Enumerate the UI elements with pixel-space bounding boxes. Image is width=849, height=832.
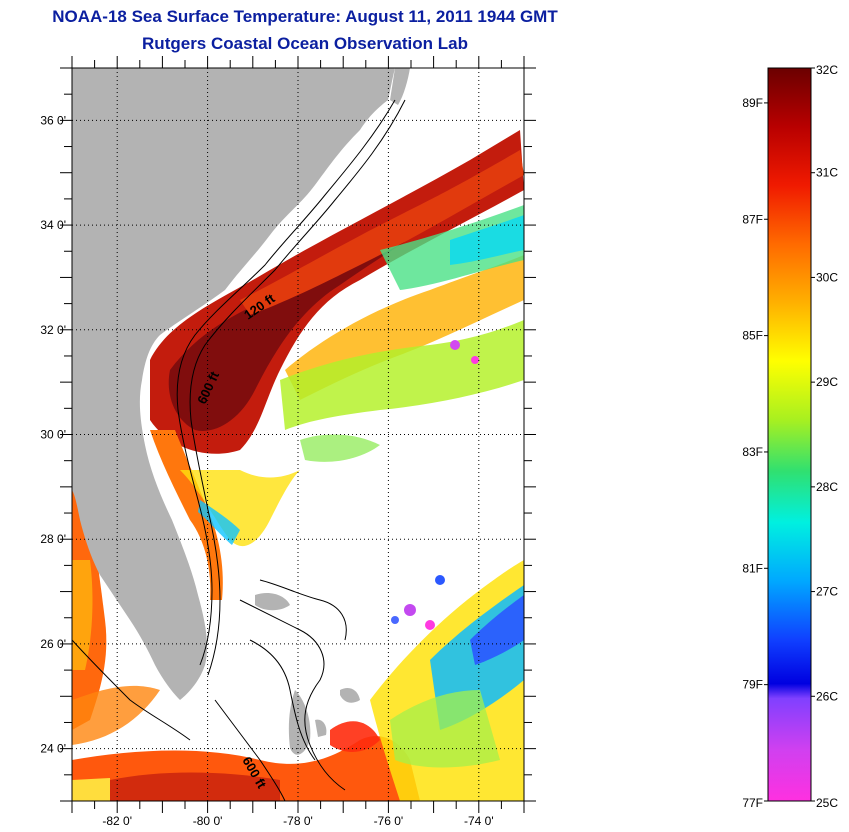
lat-label-0: 36 0' [40, 113, 66, 127]
longitude-labels: -82 0' -80 0' -78 0' -76 0' -74 0' [102, 814, 493, 828]
lat-label-2: 32 0' [40, 323, 66, 337]
colorbar-f-label-2: 85F [742, 329, 763, 343]
lon-label-3: -76 0' [374, 814, 404, 828]
colorbar-c-label-6: 26C [816, 689, 838, 703]
map-subtitle: Rutgers Coastal Ocean Observation Lab [142, 34, 468, 53]
map-frame [71, 67, 525, 802]
colorbar-c-label-4: 28C [816, 480, 838, 494]
lat-label-1: 34 0' [40, 218, 66, 232]
colorbar-c-label-7: 25C [816, 796, 838, 810]
grid-lines [72, 68, 524, 801]
colorbar-c-label-1: 31C [816, 166, 838, 180]
lon-label-2: -78 0' [283, 814, 313, 828]
lon-label-1: -80 0' [193, 814, 223, 828]
land [72, 68, 410, 755]
lat-label-4: 28 0' [40, 532, 66, 546]
axis-ticks [60, 56, 536, 813]
colorbar-f-label-4: 81F [742, 561, 763, 575]
lon-label-0: -82 0' [102, 814, 132, 828]
colorbar-f-label-1: 87F [742, 212, 763, 226]
colorbar-c-label-0: 32C [816, 63, 838, 77]
map-title: NOAA-18 Sea Surface Temperature: August … [52, 7, 558, 26]
colorbar-f-label-0: 89F [742, 96, 763, 110]
colorbar-f-label-3: 83F [742, 445, 763, 459]
lat-label-5: 26 0' [40, 637, 66, 651]
colorbar-fahrenheit-labels: 89F 87F 85F 83F 81F 79F 77F [742, 96, 768, 810]
colorbar [767, 67, 812, 802]
colorbar-c-label-5: 27C [816, 585, 838, 599]
lat-label-6: 24 0' [40, 742, 66, 756]
lat-label-3: 30 0' [40, 428, 66, 442]
colorbar-c-label-2: 30C [816, 270, 838, 284]
lon-label-4: -74 0' [464, 814, 494, 828]
sst-imagery [72, 130, 524, 801]
colorbar-c-label-3: 29C [816, 375, 838, 389]
colorbar-f-label-5: 79F [742, 678, 763, 692]
depth-contours [72, 99, 406, 801]
latitude-labels: 36 0' 34 0' 32 0' 30 0' 28 0' 26 0' 24 0' [40, 113, 66, 755]
colorbar-f-label-6: 77F [742, 796, 763, 810]
colorbar-celsius-labels: 32C 31C 30C 29C 28C 27C 26C 25C [811, 63, 838, 810]
